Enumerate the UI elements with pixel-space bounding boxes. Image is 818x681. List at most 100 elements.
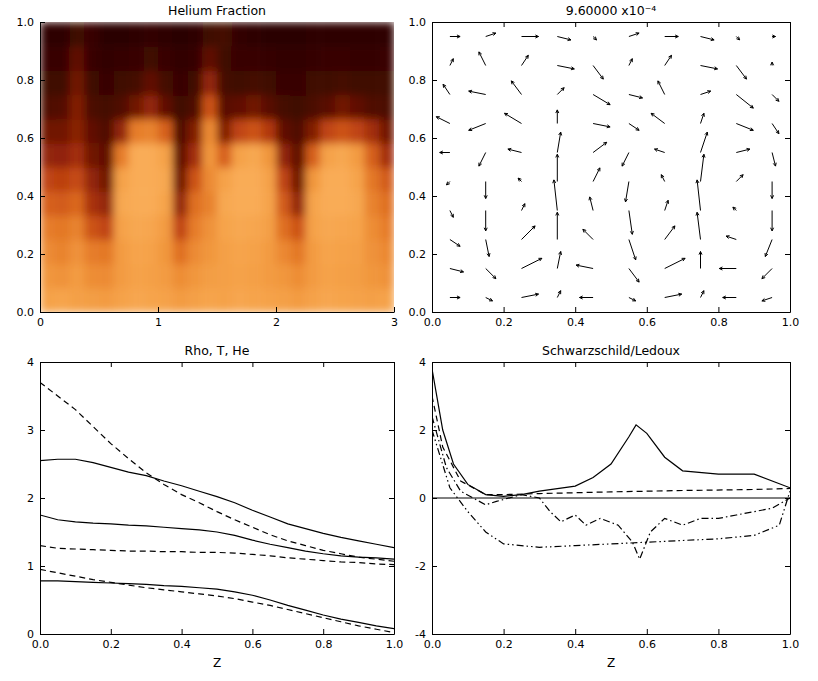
- heat-cell: [217, 191, 232, 216]
- arrow: [576, 264, 593, 268]
- panel: 0.00.20.40.60.81.0-4-2024Schwarzschild/L…: [415, 343, 799, 670]
- tick-mark: [182, 362, 183, 367]
- tick-mark: [785, 80, 790, 81]
- panel: 0.00.20.40.60.81.00.00.20.40.60.81.09.60…: [409, 3, 800, 329]
- tick-label: 3: [391, 316, 398, 329]
- heat-cell: [350, 46, 365, 71]
- heat-cell: [217, 215, 232, 240]
- axis-line: [41, 634, 395, 635]
- heat-cell: [350, 191, 365, 216]
- plot-area: [40, 22, 394, 312]
- heat-cell: [335, 119, 350, 144]
- tick-mark: [389, 634, 394, 635]
- heat-cell: [232, 143, 247, 168]
- tick-label: 0.2: [409, 248, 427, 261]
- arrow: [629, 298, 636, 301]
- heat-cell: [84, 288, 99, 312]
- tick-label: 0: [419, 492, 426, 505]
- arrow: [772, 95, 779, 102]
- heat-cell: [365, 288, 380, 312]
- heat-cell: [188, 240, 203, 265]
- arrow: [522, 55, 529, 65]
- heat-cell: [291, 264, 306, 289]
- tick: 0.6: [639, 307, 657, 329]
- tick-mark: [389, 566, 394, 567]
- heat-cell: [188, 167, 203, 192]
- tick-mark: [389, 362, 394, 363]
- x-axis: 0123: [37, 307, 398, 329]
- heat-cell: [55, 46, 70, 71]
- arrow: [629, 33, 639, 37]
- tick: 0.2: [103, 629, 121, 651]
- heat-cell: [306, 46, 321, 71]
- arrow: [450, 269, 464, 273]
- heat-cell: [261, 46, 276, 71]
- heat-cell: [320, 22, 335, 47]
- heat-cell: [261, 240, 276, 265]
- heat-cell: [276, 167, 291, 192]
- heat-cell: [320, 167, 335, 192]
- tick: 0.8: [710, 307, 728, 329]
- tick: [389, 430, 394, 431]
- heat-cell: [291, 70, 306, 95]
- heat-cell: [232, 264, 247, 289]
- heat-cell: [129, 191, 144, 216]
- heat-cell: [129, 215, 144, 240]
- arrow: [469, 124, 486, 131]
- arrow: [665, 258, 685, 268]
- heat-cell: [70, 70, 85, 95]
- heat-cell: [202, 22, 217, 47]
- x-axis: 0.00.20.40.60.81.0: [424, 629, 800, 651]
- tick-mark: [432, 22, 433, 27]
- arrow: [508, 148, 522, 152]
- tick-label: 0.8: [315, 638, 333, 651]
- arrow: [486, 298, 493, 301]
- tick-label: 1.0: [782, 316, 800, 329]
- heat-cell: [55, 143, 70, 168]
- arrow: [701, 154, 706, 181]
- heat-cell: [276, 240, 291, 265]
- heat-cell: [335, 191, 350, 216]
- heat-cell: [173, 119, 188, 144]
- heat-cell: [306, 215, 321, 240]
- tick: [718, 362, 719, 367]
- tick: [647, 22, 648, 27]
- series-line: [432, 396, 790, 495]
- tick: 0.8: [315, 629, 333, 651]
- heat-cell: [70, 215, 85, 240]
- heat-cell: [70, 167, 85, 192]
- heat-cell: [99, 288, 114, 312]
- tick: 0.0: [17, 306, 46, 319]
- heat-cell: [202, 288, 217, 312]
- arrow: [771, 182, 774, 199]
- heat-cell: [365, 167, 380, 192]
- heat-cell: [173, 22, 188, 47]
- heat-cell: [129, 22, 144, 47]
- heat-cell: [379, 191, 394, 216]
- tick-mark: [252, 362, 253, 367]
- heat-cell: [306, 70, 321, 95]
- tick: [323, 362, 324, 367]
- tick-label: 0: [27, 628, 34, 641]
- tick-mark: [718, 307, 719, 312]
- heat-cell: [158, 22, 173, 47]
- tick: 0.2: [495, 307, 512, 329]
- arrow: [557, 66, 574, 70]
- arrow: [593, 142, 607, 152]
- heat-cell: [247, 288, 262, 312]
- arrow: [522, 226, 536, 240]
- arrow: [629, 269, 639, 283]
- heat-cell: [276, 46, 291, 71]
- axis-line: [790, 23, 791, 313]
- arrow: [661, 175, 664, 182]
- tick-mark: [785, 634, 790, 635]
- tick-label: 0.8: [409, 74, 427, 87]
- heat-cell: [188, 70, 203, 95]
- axis-line: [41, 362, 395, 363]
- heat-cell: [70, 288, 85, 312]
- tick: 0.2: [495, 629, 512, 651]
- arrow: [557, 291, 560, 298]
- arrow: [440, 151, 450, 154]
- tick: 2: [419, 424, 437, 437]
- tick-label: 0.6: [639, 638, 657, 651]
